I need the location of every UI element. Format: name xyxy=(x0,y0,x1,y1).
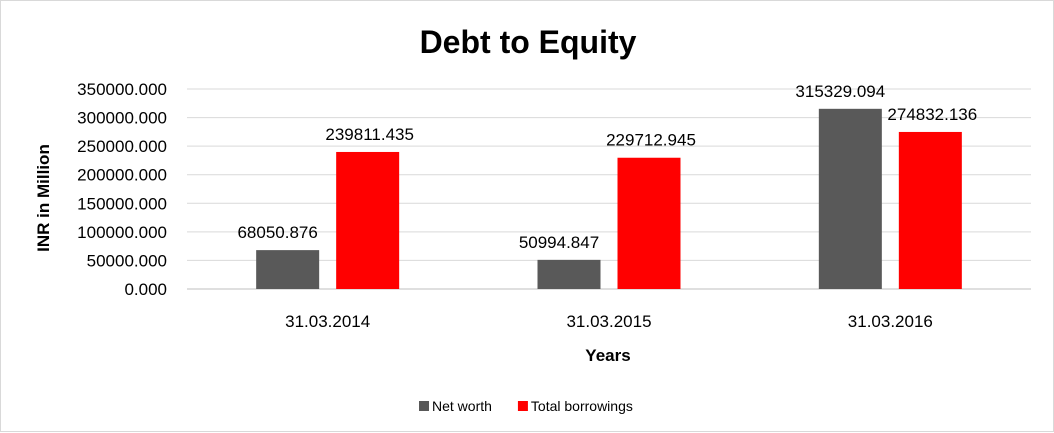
data-label: 50994.847 xyxy=(519,233,599,252)
y-tick-label: 50000.000 xyxy=(87,251,167,270)
gridlines xyxy=(187,88,1031,290)
category-label: 31.03.2016 xyxy=(848,312,933,331)
y-tick-label: 250000.000 xyxy=(77,137,167,156)
category-labels: 31.03.2014 31.03.2015 31.03.2016 xyxy=(285,312,933,331)
data-label: 315329.094 xyxy=(795,82,885,101)
bar-total-borrowings xyxy=(336,151,400,289)
y-tick-labels: 0.000 50000.000 100000.000 150000.000 200000… xyxy=(77,80,167,299)
bar-net-worth xyxy=(818,108,882,289)
bar-net-worth xyxy=(537,259,601,289)
legend-label: Net worth xyxy=(432,398,492,414)
data-labels: 68050.876 239811.435 50994.847 229712.945 31… xyxy=(237,82,977,252)
y-tick-label: 100000.000 xyxy=(77,223,167,242)
y-tick-label: 300000.000 xyxy=(77,109,167,128)
legend-swatch xyxy=(517,401,528,411)
legend: Net worth Total borrowings xyxy=(419,398,633,414)
legend-swatch xyxy=(419,401,429,411)
chart-title: Debt to Equity xyxy=(420,24,637,60)
data-label: 68050.876 xyxy=(237,223,317,242)
x-axis-title: Years xyxy=(585,346,630,365)
bar-total-borrowings xyxy=(898,131,962,289)
data-label: 229712.945 xyxy=(606,131,696,150)
bar-total-borrowings xyxy=(617,157,681,289)
bar-net-worth xyxy=(256,250,320,289)
data-label: 239811.435 xyxy=(325,125,414,144)
y-axis-title: INR in Million xyxy=(34,144,53,252)
y-tick-label: 350000.000 xyxy=(77,80,167,99)
y-tick-label: 200000.000 xyxy=(77,166,167,185)
y-tick-label: 150000.000 xyxy=(77,194,167,213)
data-label: 274832.136 xyxy=(887,105,977,124)
category-label: 31.03.2015 xyxy=(566,312,651,331)
y-tick-label: 0.000 xyxy=(124,280,167,299)
bars xyxy=(256,108,962,289)
legend-label: Total borrowings xyxy=(531,398,633,414)
category-label: 31.03.2014 xyxy=(285,312,370,331)
